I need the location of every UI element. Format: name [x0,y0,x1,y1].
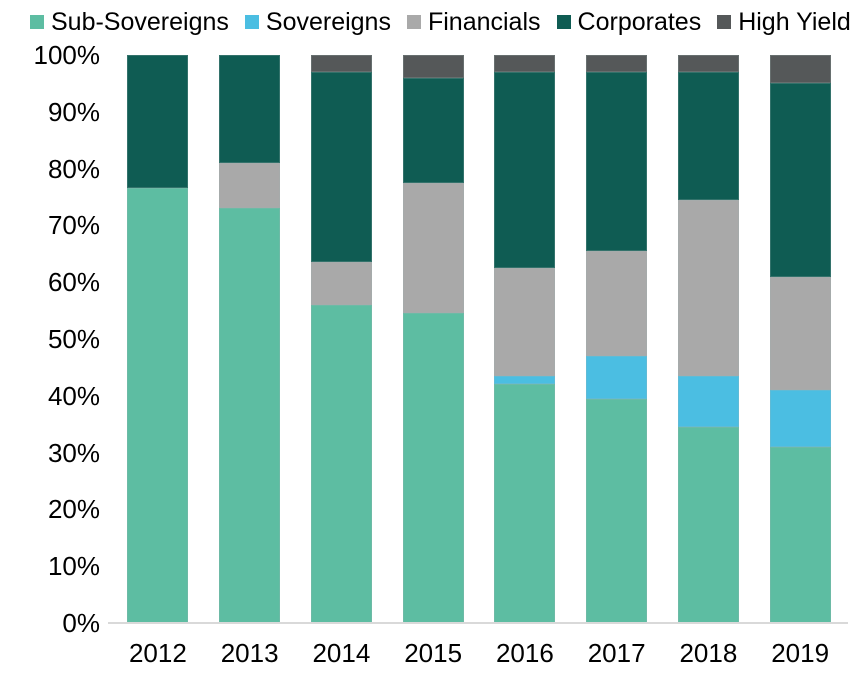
legend-label-corporates: Corporates [577,7,702,36]
segment-sub-sovereigns-2015 [402,313,464,623]
legend-item-corporates: Corporates [556,7,702,37]
segment-sovereigns-2018 [677,375,739,428]
segment-sub-sovereigns-2016 [494,384,556,623]
segment-financials-2019 [769,276,831,391]
segment-high-yield-2019 [769,55,831,84]
stacked-bar-2012 [127,55,189,623]
x-label-2012: 2012 [128,638,187,668]
legend-swatch-corporates [556,15,571,29]
stacked-bar-2019 [769,55,831,623]
segment-sub-sovereigns-2017 [586,398,648,623]
bar-slot-2012 [112,55,204,623]
stacked-bar-2014 [310,55,372,623]
bar-slot-2014 [296,55,388,623]
bar-slot-2019 [754,55,846,623]
legend-item-sub-sovereigns: Sub-Sovereigns [30,8,229,37]
segment-corporates-2017 [586,72,648,251]
y-tick-50-: 50% [47,324,100,354]
bar-slot-2016 [479,55,571,623]
bar-slot-2018 [663,55,755,623]
y-axis: 0% 10% 20% 30% 40% 50% 60% 70% 80% 90% 100% [0,0,101,687]
segment-high-yield-2017 [586,55,648,73]
segment-sovereigns-2019 [769,390,831,447]
x-label-2019: 2019 [771,638,830,668]
segment-high-yield-2015 [402,55,464,78]
bar-slot-2015 [387,55,479,623]
segment-corporates-2012 [127,55,189,189]
legend-swatch-high-yield [717,15,732,29]
segment-sub-sovereigns-2014 [310,304,372,623]
y-tick-40-: 40% [47,380,100,411]
y-tick-80-: 80% [47,153,100,184]
y-tick-30-: 30% [47,437,100,468]
segment-high-yield-2016 [494,55,556,73]
segment-sub-sovereigns-2018 [677,427,739,623]
segment-financials-2015 [402,182,464,314]
segment-sub-sovereigns-2012 [127,188,189,623]
stacked-bar-2018 [677,55,739,623]
legend-swatch-sovereigns [244,15,259,29]
segment-financials-2014 [310,262,372,305]
x-label-2015: 2015 [404,638,463,668]
segment-corporates-2014 [310,72,372,263]
legend-label-high-yield: High Yield [738,7,851,36]
stacked-bar-2015 [402,55,464,623]
segment-sub-sovereigns-2013 [219,208,281,623]
segment-sub-sovereigns-2019 [769,446,831,623]
x-axis-line [108,622,848,624]
y-tick-20-: 20% [47,494,100,525]
segment-financials-2017 [586,250,648,357]
segment-financials-2018 [677,199,739,376]
y-tick-60-: 60% [47,267,100,298]
legend-label-sovereigns: Sovereigns [265,7,391,36]
legend-swatch-sub-sovereigns [30,15,44,29]
legend-item-financials: Financials [406,7,541,37]
y-tick-10-: 10% [47,551,100,582]
segment-corporates-2019 [769,83,831,277]
x-label-2017: 2017 [587,638,646,668]
segment-corporates-2013 [219,55,281,163]
segment-financials-2016 [494,268,556,376]
segment-corporates-2015 [402,77,464,183]
y-tick-90-: 90% [47,96,100,127]
segment-sovereigns-2016 [494,375,556,385]
legend-item-high-yield: High Yield [717,8,851,37]
legend-swatch-financials [406,15,421,29]
segment-corporates-2018 [677,72,739,200]
segment-corporates-2016 [494,72,556,269]
y-tick-100-: 100% [33,40,101,70]
bar-slot-2013 [204,55,296,623]
segment-financials-2013 [219,162,281,209]
legend-item-sovereigns: Sovereigns [244,7,391,37]
stacked-bar-2016 [494,55,556,623]
x-label-2014: 2014 [312,638,371,668]
segment-high-yield-2018 [677,55,739,73]
stacked-bar-2017 [586,55,648,623]
legend-label-sub-sovereigns: Sub-Sovereigns [51,7,229,36]
x-label-2018: 2018 [679,638,738,668]
legend: Sub-Sovereigns Sovereigns Financials Corpor… [30,6,851,38]
x-axis: 2012 2013 2014 2015 2016 2017 2018 2019 [112,638,846,668]
segment-high-yield-2014 [310,55,372,73]
y-tick-0-: 0% [62,608,100,638]
y-tick-70-: 70% [47,210,100,241]
segment-sovereigns-2017 [586,356,648,399]
plot-area [112,55,846,623]
bar-slot-2017 [571,55,663,623]
x-label-2013: 2013 [220,638,279,668]
x-label-2016: 2016 [495,638,554,668]
stacked-bar-2013 [219,55,281,623]
legend-label-financials: Financials [427,7,541,36]
